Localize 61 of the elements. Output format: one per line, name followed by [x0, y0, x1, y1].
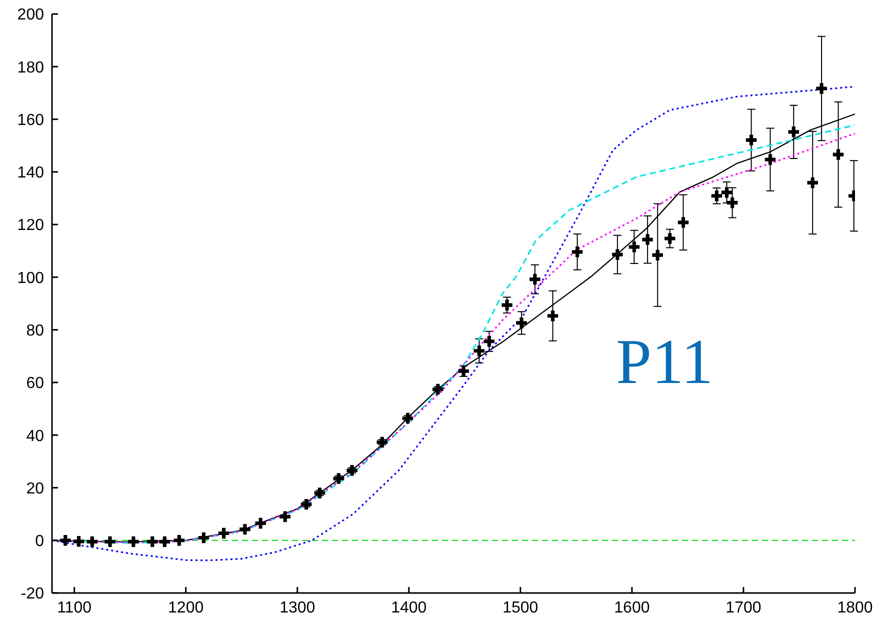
point: [484, 336, 495, 347]
x-tick-label: 1300: [280, 599, 316, 616]
point: [664, 233, 676, 244]
point: [346, 464, 358, 476]
point: [721, 187, 732, 198]
x-tick-label: 1400: [391, 599, 427, 616]
point: [547, 310, 558, 322]
point: [128, 536, 139, 548]
point: [376, 436, 388, 448]
y-tick-label: 140: [17, 164, 44, 182]
y-tick-label: 60: [26, 375, 44, 392]
point: [73, 536, 84, 547]
point: [764, 154, 776, 165]
point: [816, 83, 827, 94]
point: [174, 534, 185, 546]
point: [807, 177, 818, 188]
point: [240, 524, 250, 535]
point: [628, 242, 640, 252]
x-tick-label: 1800: [837, 599, 873, 616]
point: [788, 126, 800, 138]
point: [60, 534, 71, 546]
point: [159, 536, 170, 548]
x-tick-label: 1200: [168, 599, 204, 616]
y-tick-label: 100: [17, 270, 44, 287]
point: [86, 536, 98, 548]
point: [642, 234, 653, 245]
y-tick-label: 0: [35, 533, 44, 550]
point: [502, 300, 512, 310]
point: [218, 528, 230, 539]
point: [746, 134, 757, 146]
point: [255, 518, 266, 529]
y-tick-label: 40: [26, 428, 44, 445]
point: [678, 217, 689, 228]
point: [474, 346, 485, 356]
point: [104, 536, 116, 548]
x-tick-label: 1600: [614, 599, 650, 616]
point: [572, 246, 583, 258]
point: [711, 190, 722, 202]
y-tick-label: -20: [20, 586, 44, 603]
point: [300, 498, 312, 510]
point: [612, 249, 623, 260]
y-tick-label: 120: [17, 217, 44, 234]
y-tick-label: 80: [26, 322, 44, 340]
point: [530, 274, 540, 285]
point: [652, 250, 663, 260]
point: [402, 412, 414, 424]
point: [280, 511, 290, 522]
point: [832, 149, 844, 160]
annotation: P11: [616, 326, 714, 397]
x-tick-label: 1500: [502, 599, 538, 616]
y-tick-label: 160: [17, 112, 44, 129]
point: [516, 318, 527, 328]
x-tick-label: 1100: [57, 599, 92, 616]
point: [198, 532, 210, 544]
point: [726, 197, 738, 208]
x-tick-label: 1700: [726, 599, 762, 616]
y-tick-label: 200: [17, 6, 44, 24]
y-tick-label: 20: [26, 480, 44, 498]
point: [147, 536, 158, 548]
y-tick-label: 180: [17, 59, 44, 76]
point: [432, 384, 444, 395]
